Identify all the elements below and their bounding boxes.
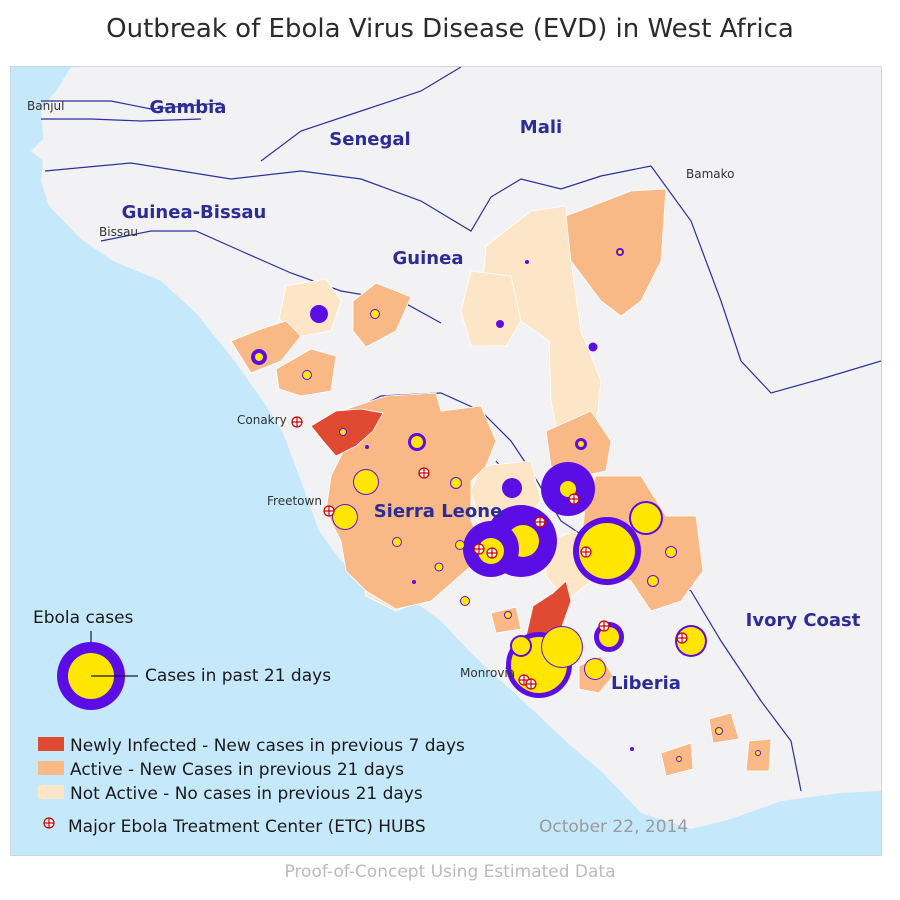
case-circle [450, 477, 462, 489]
case-circle [392, 537, 402, 547]
district-newly-infected [310, 408, 384, 457]
district-active [352, 282, 412, 348]
case-circle [676, 756, 682, 762]
map-svg: Gambia Senegal Mali Guinea-Bissau Guinea… [11, 67, 881, 855]
map-frame: Gambia Senegal Mali Guinea-Bissau Guinea… [10, 66, 882, 856]
case-circle [332, 504, 358, 530]
legend-not-active-label: Not Active - No cases in previous 21 day… [70, 784, 423, 804]
case-circle [408, 433, 426, 451]
country-label-guinea: Guinea [393, 248, 464, 269]
case-circle [541, 462, 595, 516]
case-circle [715, 727, 723, 735]
case-circle [365, 445, 369, 449]
case-circle [541, 626, 583, 668]
etc-hub-marker [291, 416, 303, 428]
case-circles [251, 248, 761, 762]
case-circle [353, 469, 379, 495]
district-active [230, 320, 302, 374]
district-active [708, 712, 740, 744]
case-circle [573, 517, 641, 585]
case-circle [630, 747, 634, 751]
case-circle [588, 342, 598, 352]
case-circle [502, 478, 522, 498]
case-circle [496, 320, 504, 328]
city-label-freetown: Freetown [267, 494, 322, 508]
district-active [565, 188, 667, 317]
district-active [490, 606, 522, 634]
city-label-bissau: Bissau [99, 225, 138, 239]
etc-hubs [291, 416, 688, 690]
etc-hub-marker [525, 678, 537, 690]
legend-past-21-label: Cases in past 21 days [145, 666, 331, 686]
map-title: Outbreak of Ebola Virus Disease (EVD) in… [106, 14, 794, 44]
case-circle [575, 438, 587, 450]
affected-districts [230, 188, 772, 777]
case-circle [616, 248, 624, 256]
legend-active-label: Active - New Cases in previous 21 days [70, 760, 404, 780]
case-circle [504, 611, 512, 619]
country-label-mali: Mali [520, 117, 562, 138]
etc-hub-marker [580, 546, 592, 558]
legend-swatch-active [38, 761, 64, 775]
etc-hub-marker [534, 516, 546, 528]
country-label-sierra-leone: Sierra Leone [374, 501, 503, 522]
city-label-banjul: Banjul [27, 99, 64, 113]
case-circle [370, 309, 380, 319]
city-label-monrovia: Monrovia [460, 666, 515, 680]
case-circle [251, 349, 267, 365]
country-label-senegal: Senegal [329, 129, 410, 150]
case-circle [584, 658, 606, 680]
country-label-guinea-bissau: Guinea-Bissau [122, 202, 267, 223]
legend: Ebola cases Cases in past 21 days Newly … [33, 608, 465, 837]
case-circle [310, 305, 328, 323]
etc-hub-marker [598, 620, 610, 632]
case-circle [339, 428, 347, 436]
legend-ebola-cases-label: Ebola cases [33, 608, 134, 628]
country-label-gambia: Gambia [150, 97, 227, 118]
etc-hub-marker [486, 547, 498, 559]
legend-swatch-not-active [38, 785, 64, 799]
case-circle [434, 562, 444, 572]
case-circle [302, 370, 312, 380]
country-label-ivory-coast: Ivory Coast [746, 610, 861, 631]
district-not-active [278, 278, 342, 337]
city-label-bamako: Bamako [686, 167, 735, 181]
legend-swatch-newly [38, 737, 64, 751]
case-circle [455, 540, 465, 550]
case-circle [665, 546, 677, 558]
legend-etc-marker [43, 817, 55, 829]
case-circle [525, 260, 529, 264]
case-circle [412, 580, 416, 584]
city-label-conakry: Conakry [237, 413, 287, 427]
case-circle [629, 501, 663, 535]
country-label-liberia: Liberia [611, 673, 681, 694]
etc-hub-marker [418, 467, 430, 479]
case-circle [510, 635, 532, 657]
footer-note: Proof-of-Concept Using Estimated Data [284, 862, 616, 882]
etc-hub-marker [676, 632, 688, 644]
case-circle [460, 596, 470, 606]
legend-etc-label: Major Ebola Treatment Center (ETC) HUBS [68, 817, 426, 837]
etc-hub-marker [568, 493, 580, 505]
etc-hub-marker [323, 505, 335, 517]
district-not-active [460, 270, 522, 347]
legend-newly-label: Newly Infected - New cases in previous 7… [70, 736, 465, 756]
case-circle [755, 750, 761, 756]
case-circle [647, 575, 659, 587]
etc-hub-marker [473, 543, 485, 555]
date-label: October 22, 2014 [539, 817, 688, 837]
